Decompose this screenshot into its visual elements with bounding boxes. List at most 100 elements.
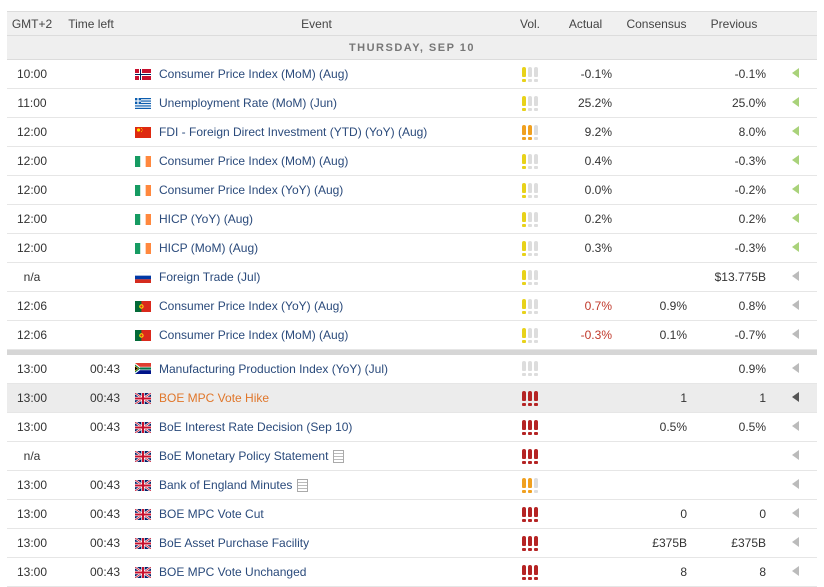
expand-arrow-icon[interactable] bbox=[792, 450, 799, 460]
economic-calendar: GMT+2 Time left Event Vol. Actual Consen… bbox=[7, 11, 817, 587]
event-link[interactable]: HICP (YoY) (Aug) bbox=[159, 212, 254, 226]
expand-cell[interactable] bbox=[774, 175, 817, 205]
expand-cell[interactable] bbox=[774, 262, 817, 292]
flag-ie-icon bbox=[135, 184, 151, 196]
event-cell[interactable]: BoE Monetary Policy Statement bbox=[125, 441, 508, 471]
table-row[interactable]: 13:00 00:43 BOE MPC Vote Hike 1 1 bbox=[7, 383, 817, 413]
event-link[interactable]: Bank of England Minutes bbox=[159, 478, 293, 492]
volatility-icon bbox=[522, 124, 538, 140]
expand-cell[interactable] bbox=[774, 412, 817, 442]
expand-cell[interactable] bbox=[774, 354, 817, 384]
table-row[interactable]: 12:00 Consumer Price Index (MoM) (Aug) 0.4… bbox=[7, 146, 817, 176]
expand-arrow-icon[interactable] bbox=[792, 300, 799, 310]
table-row[interactable]: 13:00 00:43 BoE Interest Rate Decision (Se… bbox=[7, 412, 817, 442]
expand-cell[interactable] bbox=[774, 59, 817, 89]
expand-arrow-icon[interactable] bbox=[792, 97, 799, 107]
event-link[interactable]: BOE MPC Vote Cut bbox=[159, 507, 264, 521]
expand-arrow-icon[interactable] bbox=[792, 242, 799, 252]
table-row[interactable]: 12:00 FDI - Foreign Direct Investment (YT… bbox=[7, 117, 817, 147]
expand-cell[interactable] bbox=[774, 204, 817, 234]
col-header-consensus: Consensus bbox=[619, 11, 694, 36]
expand-cell[interactable] bbox=[774, 470, 817, 500]
table-row[interactable]: n/a Foreign Trade (Jul) $13.775B bbox=[7, 262, 817, 292]
expand-cell[interactable] bbox=[774, 320, 817, 350]
expand-arrow-icon[interactable] bbox=[792, 213, 799, 223]
expand-arrow-icon[interactable] bbox=[792, 155, 799, 165]
document-icon[interactable] bbox=[333, 449, 345, 463]
expand-arrow-icon[interactable] bbox=[792, 566, 799, 576]
table-row[interactable]: 13:00 00:43 Bank of England Minutes bbox=[7, 470, 817, 500]
table-row[interactable]: 13:00 00:43 BOE MPC Vote Unchanged 8 8 bbox=[7, 557, 817, 587]
expand-cell[interactable] bbox=[774, 233, 817, 263]
event-link[interactable]: Consumer Price Index (MoM) (Aug) bbox=[159, 328, 349, 342]
expand-arrow-icon[interactable] bbox=[792, 329, 799, 339]
table-row[interactable]: 13:00 00:43 BOE MPC Vote Cut 0 0 bbox=[7, 499, 817, 529]
event-link[interactable]: Manufacturing Production Index (YoY) (Ju… bbox=[159, 361, 389, 376]
event-link[interactable]: BOE MPC Vote Unchanged bbox=[159, 565, 307, 579]
expand-cell[interactable] bbox=[774, 528, 817, 558]
event-link[interactable]: BoE Asset Purchase Facility bbox=[159, 536, 310, 550]
expand-arrow-icon[interactable] bbox=[792, 362, 799, 373]
table-row[interactable]: 11:00 Unemployment Rate (MoM) (Jun) 25.2% 2… bbox=[7, 88, 817, 118]
expand-arrow-icon[interactable] bbox=[792, 126, 799, 136]
col-header-time[interactable]: GMT+2 bbox=[7, 11, 57, 36]
table-row[interactable]: 13:00 00:43 Manufacturing Production Index… bbox=[7, 354, 817, 384]
event-link[interactable]: BoE Monetary Policy Statement bbox=[159, 449, 329, 463]
expand-cell[interactable] bbox=[774, 117, 817, 147]
expand-arrow-icon[interactable] bbox=[792, 537, 799, 547]
expand-arrow-icon[interactable] bbox=[792, 421, 799, 431]
table-row[interactable]: 12:00 Consumer Price Index (YoY) (Aug) 0.0… bbox=[7, 175, 817, 205]
event-cell[interactable]: HICP (YoY) (Aug) bbox=[125, 204, 508, 234]
expand-arrow-icon[interactable] bbox=[792, 271, 799, 281]
event-cell[interactable]: HICP (MoM) (Aug) bbox=[125, 233, 508, 263]
table-row[interactable]: 13:00 00:43 BoE Asset Purchase Facility £37… bbox=[7, 528, 817, 558]
expand-cell[interactable] bbox=[774, 441, 817, 471]
event-link[interactable]: Foreign Trade (Jul) bbox=[159, 270, 261, 284]
expand-cell[interactable] bbox=[774, 291, 817, 321]
expand-cell[interactable] bbox=[774, 88, 817, 118]
event-cell[interactable]: BOE MPC Vote Hike bbox=[125, 383, 508, 413]
event-link[interactable]: Consumer Price Index (YoY) (Aug) bbox=[159, 183, 344, 197]
table-row[interactable]: 12:00 HICP (MoM) (Aug) 0.3% -0.3% bbox=[7, 233, 817, 263]
expand-cell[interactable] bbox=[774, 146, 817, 176]
event-link[interactable]: Consumer Price Index (YoY) (Aug) bbox=[159, 299, 344, 313]
table-row[interactable]: 12:06 Consumer Price Index (YoY) (Aug) 0.7… bbox=[7, 291, 817, 321]
event-cell[interactable]: Manufacturing Production Index (YoY) (Ju… bbox=[125, 354, 508, 384]
event-cell[interactable]: Bank of England Minutes bbox=[125, 470, 508, 500]
event-cell[interactable]: BOE MPC Vote Cut bbox=[125, 499, 508, 529]
event-cell[interactable]: Foreign Trade (Jul) bbox=[125, 262, 508, 292]
expand-arrow-icon[interactable] bbox=[792, 479, 799, 489]
event-cell[interactable]: Consumer Price Index (YoY) (Aug) bbox=[125, 175, 508, 205]
time-left bbox=[57, 291, 125, 321]
document-icon[interactable] bbox=[297, 478, 309, 492]
event-cell[interactable]: Consumer Price Index (MoM) (Aug) bbox=[125, 320, 508, 350]
event-cell[interactable]: BoE Asset Purchase Facility bbox=[125, 528, 508, 558]
event-cell[interactable]: FDI - Foreign Direct Investment (YTD) (Y… bbox=[125, 117, 508, 147]
expand-arrow-icon[interactable] bbox=[792, 392, 799, 402]
consensus-value bbox=[619, 59, 694, 89]
table-row[interactable]: 10:00 Consumer Price Index (MoM) (Aug) -0.… bbox=[7, 59, 817, 89]
event-link[interactable]: Consumer Price Index (MoM) (Aug) bbox=[159, 67, 349, 81]
event-cell[interactable]: Unemployment Rate (MoM) (Jun) bbox=[125, 88, 508, 118]
table-row[interactable]: 12:00 HICP (YoY) (Aug) 0.2% 0.2% bbox=[7, 204, 817, 234]
event-cell[interactable]: BoE Interest Rate Decision (Sep 10) bbox=[125, 412, 508, 442]
event-link[interactable]: FDI - Foreign Direct Investment (YTD) (Y… bbox=[159, 125, 428, 139]
event-link[interactable]: Unemployment Rate (MoM) (Jun) bbox=[159, 96, 338, 110]
expand-cell[interactable] bbox=[774, 383, 817, 413]
table-row[interactable]: n/a BoE Monetary Policy Statement bbox=[7, 441, 817, 471]
event-cell[interactable]: Consumer Price Index (YoY) (Aug) bbox=[125, 291, 508, 321]
table-row[interactable]: 12:06 Consumer Price Index (MoM) (Aug) -0.… bbox=[7, 320, 817, 350]
event-link[interactable]: BoE Interest Rate Decision (Sep 10) bbox=[159, 420, 353, 434]
expand-cell[interactable] bbox=[774, 499, 817, 529]
consensus-value: 8 bbox=[619, 557, 694, 587]
event-cell[interactable]: BOE MPC Vote Unchanged bbox=[125, 557, 508, 587]
event-cell[interactable]: Consumer Price Index (MoM) (Aug) bbox=[125, 146, 508, 176]
event-link[interactable]: HICP (MoM) (Aug) bbox=[159, 241, 259, 255]
expand-cell[interactable] bbox=[774, 557, 817, 587]
event-cell[interactable]: Consumer Price Index (MoM) (Aug) bbox=[125, 59, 508, 89]
expand-arrow-icon[interactable] bbox=[792, 68, 799, 78]
expand-arrow-icon[interactable] bbox=[792, 184, 799, 194]
event-link[interactable]: BOE MPC Vote Hike bbox=[159, 391, 270, 405]
event-link[interactable]: Consumer Price Index (MoM) (Aug) bbox=[159, 154, 349, 168]
expand-arrow-icon[interactable] bbox=[792, 508, 799, 518]
